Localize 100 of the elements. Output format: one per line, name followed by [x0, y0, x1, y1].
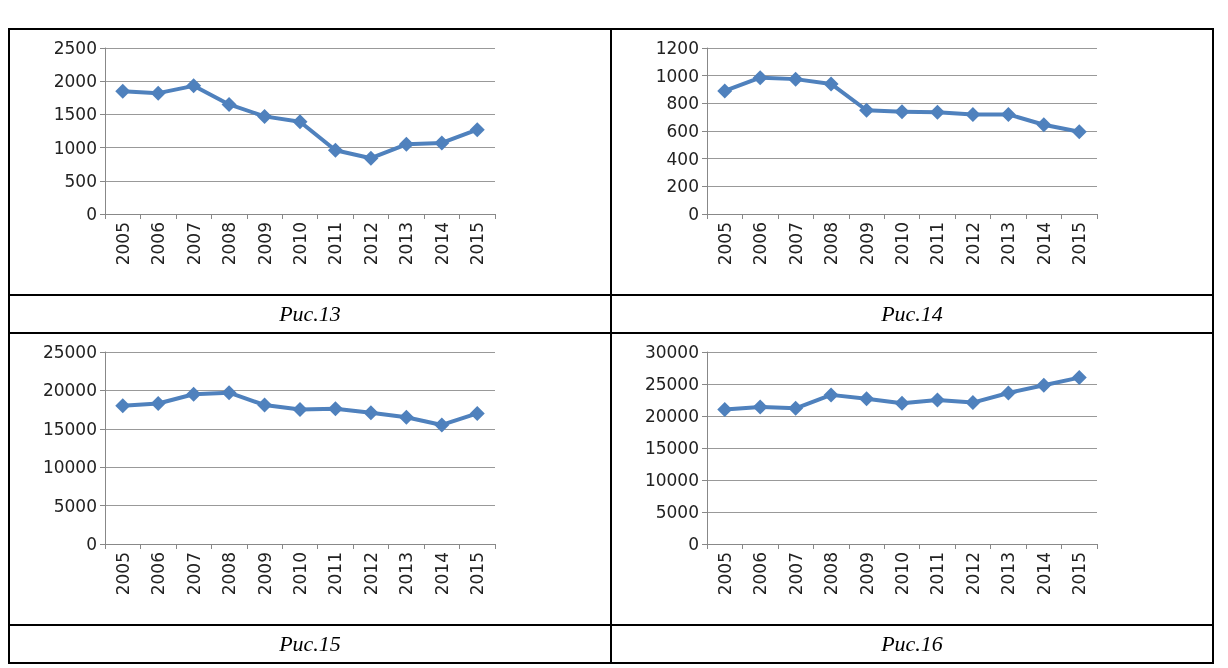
point: [469, 122, 485, 138]
x-tick-label: 2014: [1033, 552, 1054, 596]
text: Рис.15: [9, 625, 611, 663]
x-tick-label: 2006: [750, 552, 771, 596]
point: [1071, 124, 1087, 140]
point: [823, 76, 839, 92]
x-tick-label: 2010: [892, 222, 912, 266]
y-tick-label: 1000: [53, 137, 97, 158]
point: [965, 395, 981, 411]
x-tick-label: 2012: [360, 222, 381, 266]
x-tick-label: 2012: [962, 552, 983, 596]
y-tick-label: 0: [86, 534, 97, 554]
x-tick-label: 2008: [219, 552, 240, 596]
point: [1000, 385, 1016, 401]
x-tick-label: 2015: [467, 222, 488, 266]
x-tick-label: 2007: [183, 222, 204, 266]
x-tick-label: 2013: [396, 222, 417, 266]
point: [752, 70, 768, 86]
point: [221, 96, 237, 112]
y-tick-label: 1000: [655, 65, 699, 86]
x-tick-label: 2009: [254, 222, 275, 266]
x-tick-label: 2005: [112, 222, 133, 266]
y-tick-label: 5000: [53, 495, 97, 516]
x-tick-label: 2011: [927, 552, 948, 596]
point: [363, 405, 379, 421]
x-tick-label: 2015: [1069, 552, 1090, 596]
y-tick-label: 25000: [644, 374, 699, 394]
y-tick-label: 200: [666, 176, 699, 197]
y-tick-label: 30000: [644, 342, 699, 362]
y-tick-label: 20000: [42, 380, 97, 401]
text: Рис.13: [9, 295, 611, 333]
x-tick-label: 2011: [325, 222, 346, 266]
point: [327, 142, 343, 158]
x-tick-label: 2009: [856, 552, 877, 596]
point: [434, 135, 450, 151]
x-tick-label: 2010: [290, 552, 310, 596]
point: [1036, 377, 1052, 393]
x-tick-label: 2011: [927, 222, 948, 266]
point: [859, 102, 875, 118]
point: [186, 78, 202, 94]
x-tick-label: 2007: [785, 222, 806, 266]
y-tick-label: 20000: [644, 406, 699, 426]
point: [894, 395, 910, 411]
point: [221, 385, 237, 401]
point: [965, 106, 981, 122]
point: [859, 391, 875, 407]
point: [929, 104, 945, 120]
point: [717, 402, 733, 418]
x-tick-label: 2006: [148, 552, 169, 596]
point: [1036, 117, 1052, 133]
x-tick-label: 2014: [1033, 222, 1054, 266]
point: [752, 399, 768, 415]
x-tick-label: 2010: [892, 552, 912, 596]
y-tick-label: 800: [666, 93, 699, 114]
x-tick-label: 2009: [856, 222, 877, 266]
point: [292, 402, 308, 418]
x-tick-label: 2009: [254, 552, 275, 596]
point: [1000, 106, 1016, 122]
y-tick-label: 1500: [53, 104, 97, 125]
x-tick-label: 2013: [998, 222, 1019, 266]
y-tick-label: 0: [688, 534, 699, 554]
point: [115, 398, 131, 414]
y-tick-label: 0: [688, 204, 699, 224]
x-tick-label: 2006: [148, 222, 169, 266]
y-tick-label: 25000: [42, 342, 97, 362]
x-tick-label: 2006: [750, 222, 771, 266]
x-tick-label: 2007: [785, 552, 806, 596]
x-tick-label: 2008: [821, 552, 842, 596]
x-tick-label: 2015: [467, 552, 488, 596]
point: [257, 397, 273, 413]
x-tick-label: 2005: [714, 552, 735, 596]
y-tick-label: 500: [64, 170, 97, 191]
y-tick-label: 15000: [42, 418, 97, 439]
point: [150, 395, 166, 411]
point: [894, 104, 910, 120]
y-tick-label: 600: [666, 121, 699, 141]
y-tick-label: 15000: [644, 438, 699, 458]
y-tick-label: 2500: [53, 38, 97, 58]
x-tick-label: 2010: [290, 222, 310, 266]
x-tick-label: 2008: [219, 222, 240, 266]
x-tick-label: 2014: [431, 552, 452, 596]
y-tick-label: 5000: [655, 502, 699, 522]
point: [363, 150, 379, 166]
point: [257, 108, 273, 124]
point: [788, 71, 804, 87]
x-tick-label: 2008: [821, 222, 842, 266]
x-tick-label: 2013: [396, 552, 417, 596]
point: [115, 83, 131, 99]
point: [150, 85, 166, 101]
text: Рис.14: [611, 295, 1213, 333]
y-tick-label: 400: [666, 148, 699, 169]
x-tick-label: 2005: [714, 222, 735, 266]
y-tick-label: 1200: [655, 38, 699, 58]
x-tick-label: 2014: [431, 222, 452, 266]
point: [929, 392, 945, 408]
point: [434, 417, 450, 433]
point: [292, 114, 308, 130]
x-tick-label: 2013: [998, 552, 1019, 596]
y-tick-label: 10000: [644, 470, 699, 490]
x-tick-label: 2015: [1069, 222, 1090, 266]
